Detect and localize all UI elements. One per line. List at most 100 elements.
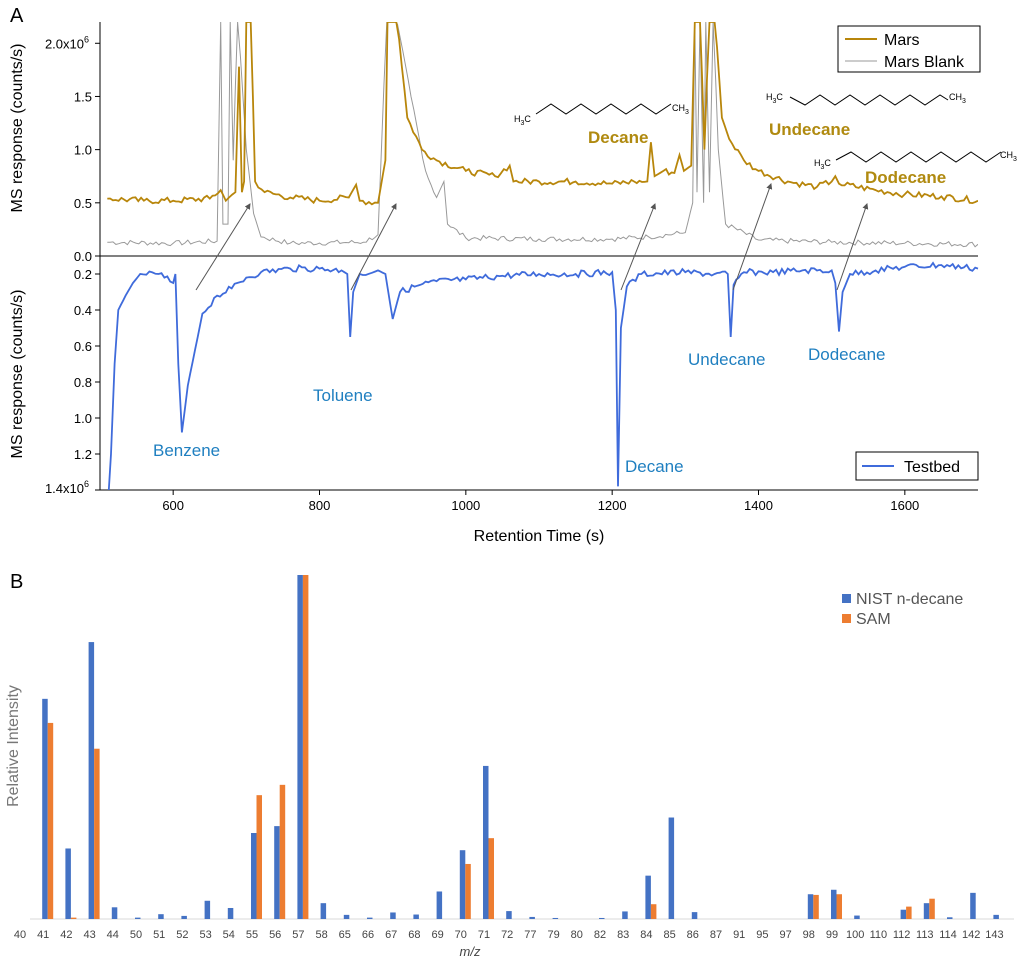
- mz-tick-label: 91: [733, 929, 745, 941]
- nist-bar: [367, 917, 373, 919]
- panel-a-lower-chart: 0.2 0.4 0.6 0.8 1.0 1.2 1.4x10 6 600 800 1000 1200…: [9, 256, 979, 545]
- nist-bar: [947, 917, 953, 919]
- mz-tick-label: 40: [14, 929, 26, 941]
- sam-bar: [906, 906, 912, 919]
- nist-bar: [251, 833, 257, 919]
- mz-tick-label: 142: [962, 929, 980, 941]
- nist-bar: [204, 900, 211, 919]
- legend-nist-swatch: [842, 594, 851, 603]
- svg-text:CH3: CH3: [672, 103, 689, 116]
- mz-tick-label: 70: [455, 929, 467, 941]
- arrow-benzene: [195, 203, 251, 291]
- upper-y-tick-label: 2.0x10: [45, 36, 84, 51]
- mz-tick-label: 95: [756, 929, 768, 941]
- lower-y-tick-label: 0.4: [74, 303, 92, 318]
- mz-tick-label: 65: [339, 929, 351, 941]
- panel-b-x-ticks: 40 41 42 43 44 50 51 52 53 54 55 56 57 58 65 66 67 68 69 70…: [14, 929, 1004, 941]
- svg-text:CH3: CH3: [1000, 150, 1017, 163]
- lower-y-tick-label: 1.0: [74, 411, 92, 426]
- upper-y-tick-label: 1.5: [74, 89, 92, 104]
- upper-y-ticks: 0.0 0.5 1.0 1.5 2.0x10 6: [45, 34, 100, 264]
- lower-y-tick-label: 0.2: [74, 267, 92, 282]
- mz-tick-label: 72: [501, 929, 513, 941]
- relative-intensity-axis-label: Relative Intensity: [5, 685, 22, 807]
- upper-legend-box: [837, 25, 981, 73]
- nist-bar: [970, 892, 976, 919]
- mz-tick-label: 54: [223, 929, 235, 941]
- sam-bar: [836, 894, 842, 919]
- x-tick-label: 1000: [451, 498, 480, 513]
- mz-tick-label: 51: [153, 929, 165, 941]
- nist-bar: [993, 914, 999, 919]
- testbed-toluene-label: Toluene: [313, 386, 373, 405]
- nist-bar: [831, 889, 837, 919]
- mz-tick-label: 99: [826, 929, 838, 941]
- nist-bar: [923, 903, 930, 919]
- mz-tick-label: 52: [176, 929, 188, 941]
- testbed-decane-label: Decane: [625, 457, 684, 476]
- mz-tick-label: 143: [985, 929, 1003, 941]
- lower-x-ticks: 600 800 1000 1200 1400 1600: [162, 490, 919, 513]
- lower-y-axis-label: MS response (counts/s): [9, 290, 26, 459]
- nist-bar: [42, 698, 48, 919]
- nist-bar: [529, 916, 535, 919]
- panel-a-upper-chart: 0.0 0.5 1.0 1.5 2.0x10 6 MS response (counts/…: [9, 22, 978, 264]
- sam-bar: [279, 784, 286, 919]
- legend-sam-swatch: [842, 614, 851, 623]
- testbed-dodecane-label: Dodecane: [808, 345, 886, 364]
- legend-testbed-label: Testbed: [904, 459, 960, 476]
- sam-bar: [47, 722, 54, 919]
- upper-y-tick-label: 1.0: [74, 143, 92, 158]
- sam-bar: [70, 917, 77, 919]
- mz-tick-label: 112: [893, 929, 911, 941]
- lower-y-tick-label: 1.4x10: [45, 481, 84, 496]
- mz-tick-label: 97: [779, 929, 791, 941]
- panel-a-label: A: [10, 5, 24, 27]
- lower-y-tick-exponent: 6: [84, 479, 89, 489]
- upper-legend: Mars Mars Blank: [837, 25, 981, 73]
- mz-axis-label: m/z: [460, 944, 481, 959]
- nist-bar: [599, 917, 605, 919]
- mz-tick-label: 71: [478, 929, 490, 941]
- legend-mars-blank-label: Mars Blank: [884, 54, 965, 71]
- nist-bar: [343, 914, 350, 919]
- arrow-decane: [620, 203, 656, 291]
- sam-bar: [256, 795, 262, 919]
- lower-series: [107, 261, 979, 491]
- mz-tick-label: 50: [130, 929, 142, 941]
- mz-tick-label: 53: [199, 929, 211, 941]
- upper-y-tick-label: 0.0: [74, 249, 92, 264]
- nist-bar: [645, 875, 651, 919]
- mz-tick-label: 41: [37, 929, 49, 941]
- mz-tick-label: 83: [617, 929, 629, 941]
- nist-bar: [552, 917, 559, 919]
- arrow-dodecane: [836, 203, 869, 291]
- mz-tick-label: 43: [83, 929, 95, 941]
- mars-decane-label: Decane: [588, 128, 648, 147]
- nist-bar: [691, 912, 698, 919]
- x-tick-label: 1400: [744, 498, 773, 513]
- mars-blank-series-line: [107, 22, 978, 248]
- mz-tick-label: 84: [640, 929, 652, 941]
- nist-bar: [668, 817, 675, 919]
- lower-y-ticks: 0.2 0.4 0.6 0.8 1.0 1.2 1.4x10 6: [45, 267, 100, 496]
- nist-bar: [88, 642, 95, 919]
- upper-y-axis-label: MS response (counts/s): [9, 44, 26, 213]
- svg-text:H3C: H3C: [766, 92, 783, 105]
- mz-tick-label: 57: [292, 929, 304, 941]
- panel-b-bar-chart: 40 41 42 43 44 50 51 52 53 54 55 56 57 58 65 66 67 68 69 70…: [5, 575, 1014, 959]
- mz-tick-label: 113: [916, 929, 934, 941]
- mz-tick-label: 86: [687, 929, 699, 941]
- mz-tick-label: 42: [60, 929, 72, 941]
- nist-bar: [506, 911, 512, 919]
- nist-bar: [483, 765, 489, 919]
- mz-tick-label: 66: [362, 929, 374, 941]
- nist-bar: [900, 909, 907, 919]
- nist-bar: [111, 907, 118, 919]
- svg-text:H3C: H3C: [514, 114, 531, 127]
- nist-bar: [854, 915, 860, 919]
- lower-y-tick-label: 0.8: [74, 375, 92, 390]
- sam-bar: [488, 838, 494, 919]
- nist-bar: [65, 848, 71, 919]
